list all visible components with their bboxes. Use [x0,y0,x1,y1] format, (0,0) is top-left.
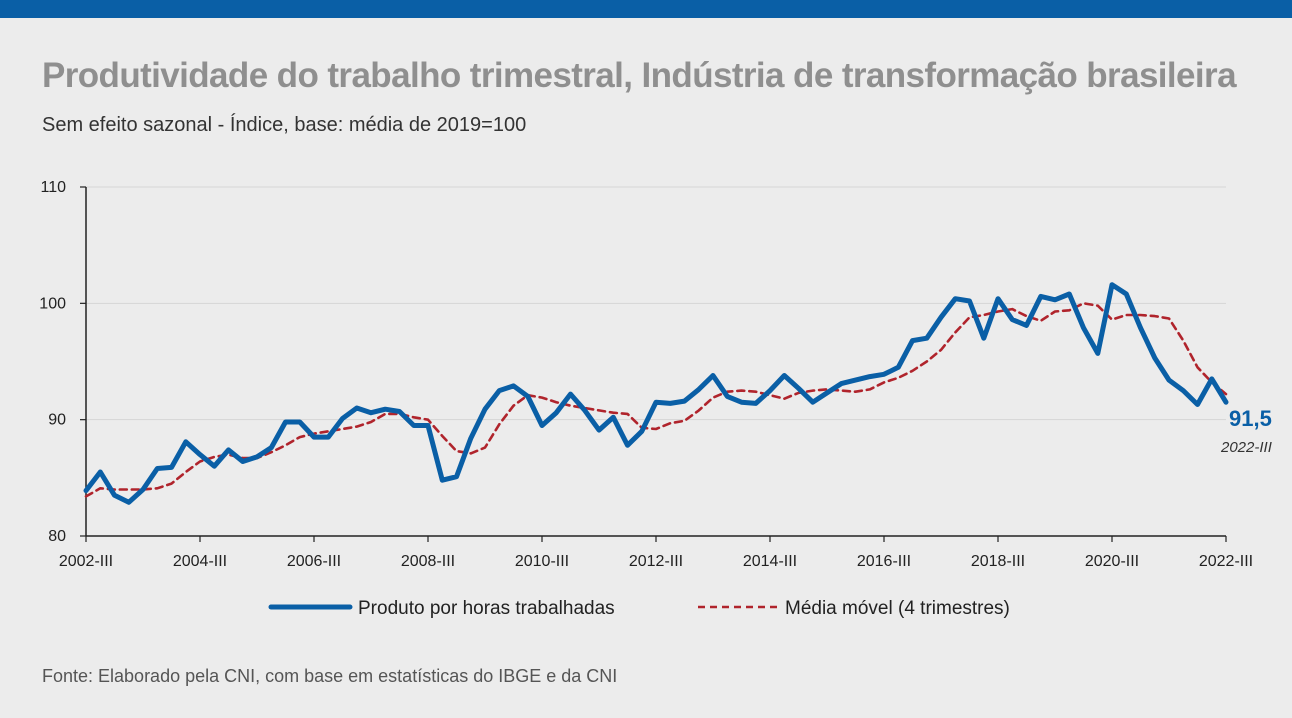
x-tick-label: 2012-III [629,553,683,570]
chart-subtitle: Sem efeito sazonal - Índice, base: média… [42,114,527,136]
series-lines [83,282,1229,505]
chart-title: Produtividade do trabalho trimestral, In… [42,56,1237,95]
legend-label-moving-average: Média móvel (4 trimestres) [785,598,1010,619]
x-tick-label: 2014-III [743,553,797,570]
axes: 80 90 100 110 2002-III 2004-III 2006-III 2008-I… [39,179,1253,570]
end-value-label: 91,5 [1229,406,1272,431]
x-tick-label: 2016-III [857,553,911,570]
x-tick-label: 2020-III [1085,553,1139,570]
grid-lines [86,186,1226,421]
y-tick-label: 80 [48,528,66,545]
y-tick-label: 100 [39,295,66,312]
x-tick-label: 2022-III [1199,553,1253,570]
series-line-main [83,282,1229,505]
x-tick-label: 2006-III [287,553,341,570]
series-line-moving-average [84,301,1228,498]
x-tick-label: 2010-III [515,553,569,570]
y-tick-label: 90 [48,412,66,429]
y-tick-label: 110 [40,179,66,196]
x-tick-label: 2002-III [59,553,113,570]
x-tick-label: 2018-III [971,553,1025,570]
x-tick-label: 2008-III [401,553,455,570]
end-annotation: 91,5 2022-III [1220,406,1272,456]
legend: Produto por horas trabalhadas Média móvel… [268,598,1010,619]
legend-label-main: Produto por horas trabalhadas [358,598,615,619]
source-note: Fonte: Elaborado pela CNI, com base em e… [42,666,618,686]
top-accent-bar [0,0,1292,18]
end-period-label: 2022-III [1220,439,1272,456]
x-tick-label: 2004-III [173,553,227,570]
